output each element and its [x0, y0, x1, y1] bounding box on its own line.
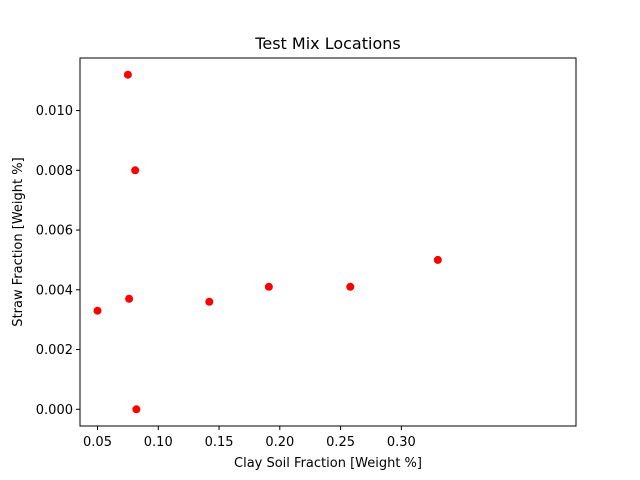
data-point — [205, 297, 214, 306]
data-point — [123, 70, 132, 79]
chart-title: Test Mix Locations — [254, 34, 400, 53]
x-tick-label: 0.30 — [387, 435, 416, 450]
y-tick-label: 0.008 — [36, 164, 73, 179]
x-tick-label: 0.05 — [83, 435, 112, 450]
y-tick-label: 0.004 — [36, 283, 73, 298]
x-tick-label: 0.10 — [144, 435, 173, 450]
y-axis-label: Straw Fraction [Weight %] — [11, 157, 26, 326]
data-point — [264, 282, 273, 291]
y-tick-label: 0.002 — [36, 343, 73, 358]
y-tick-label: 0.000 — [36, 403, 73, 418]
data-point — [132, 405, 141, 414]
x-tick-label: 0.20 — [265, 435, 294, 450]
data-point — [433, 255, 442, 264]
x-axis-label: Clay Soil Fraction [Weight %] — [234, 456, 422, 471]
x-tick-label: 0.15 — [205, 435, 234, 450]
y-tick-label: 0.006 — [36, 224, 73, 239]
plot-frame — [79, 57, 577, 427]
x-tick-label: 0.25 — [326, 435, 355, 450]
data-point — [125, 294, 134, 303]
data-point — [346, 282, 355, 291]
plot-area — [93, 70, 442, 414]
y-tick-label: 0.010 — [36, 104, 73, 119]
data-point — [93, 306, 102, 315]
data-point — [131, 166, 140, 175]
